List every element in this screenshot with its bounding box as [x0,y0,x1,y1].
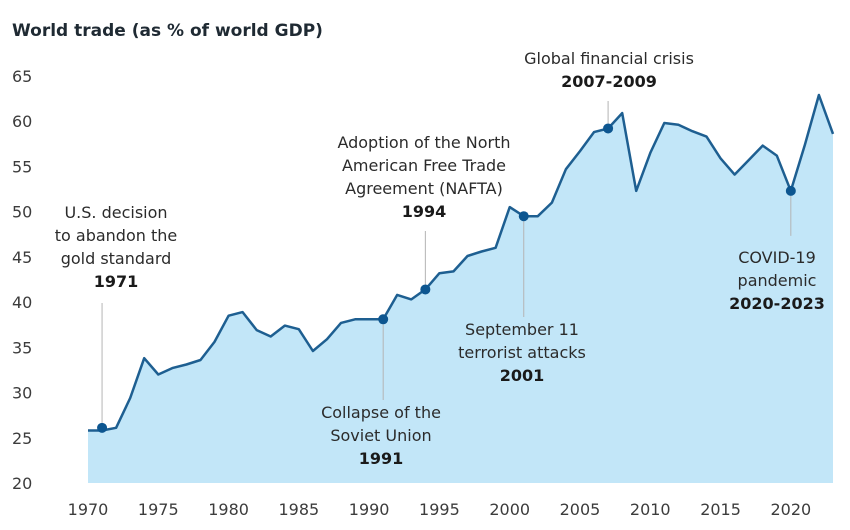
annotation-year: 2020-2023 [729,294,825,313]
annotation-text: Soviet Union [330,426,431,445]
y-tick-label: 35 [12,338,32,357]
annotation-text: to abandon the [55,226,177,245]
annotation-year: 1971 [94,272,139,291]
x-tick-label: 1995 [419,500,460,519]
x-tick-label: 1990 [349,500,390,519]
annotation-text: September 11 [465,320,579,339]
area-fill [88,95,833,483]
event-marker [785,185,796,196]
annotation-1971: U.S. decision to abandon the gold standard… [55,203,177,291]
x-tick-label: 2000 [489,500,530,519]
annotation-text: terrorist attacks [458,343,586,362]
y-tick-label: 50 [12,203,32,222]
event-marker [378,314,389,325]
x-tick-label: 2010 [630,500,671,519]
x-tick-label: 1980 [208,500,249,519]
y-tick-label: 55 [12,157,32,176]
x-tick-label: 2005 [560,500,601,519]
series-line [88,93,835,432]
annotation-leaders [101,101,792,423]
annotation-1991: Collapse of the Soviet Union 1991 [321,403,441,468]
annotation-year: 1994 [402,202,447,221]
y-tick-label: 40 [12,293,32,312]
y-tick-label: 20 [12,474,32,493]
annotation-2007-2009: Global financial crisis 2007-2009 [524,49,694,91]
annotation-text: gold standard [61,249,172,268]
annotation-2020-2023: COVID-19 pandemic 2020-2023 [729,248,825,313]
annotation-text: COVID-19 [738,248,816,267]
y-tick-label: 25 [12,429,32,448]
annotation-1994: Adoption of the North American Free Trade… [337,133,510,221]
annotation-year: 2007-2009 [561,72,657,91]
y-tick-label: 65 [12,67,32,86]
y-axis: 20 25 30 35 40 45 50 55 60 65 [12,67,32,493]
x-tick-label: 1985 [278,500,319,519]
x-tick-label: 2020 [770,500,811,519]
annotation-year: 2001 [500,366,545,385]
annotations: U.S. decision to abandon the gold standard… [55,49,825,468]
annotation-text: pandemic [738,271,817,290]
annotation-text: Adoption of the North [337,133,510,152]
annotation-2001: September 11 terrorist attacks 2001 [458,320,586,385]
y-tick-label: 60 [12,112,32,131]
chart-title: World trade (as % of world GDP) [12,21,323,41]
annotation-text: Global financial crisis [524,49,694,68]
annotation-year: 1991 [359,449,404,468]
x-tick-label: 2015 [700,500,741,519]
x-tick-label: 1970 [68,500,109,519]
event-marker [97,422,108,433]
annotation-text: American Free Trade [342,156,506,175]
x-tick-label: 1975 [138,500,179,519]
x-axis: 1970 1975 1980 1985 1990 1995 2000 2005 2010 2015… [68,500,812,519]
event-marker [420,284,431,295]
y-tick-label: 30 [12,384,32,403]
event-marker [518,211,529,222]
annotation-text: Agreement (NAFTA) [345,179,503,198]
annotation-text: U.S. decision [64,203,167,222]
annotation-text: Collapse of the [321,403,441,422]
event-markers [97,123,796,433]
event-marker [603,123,614,134]
y-tick-label: 45 [12,248,32,267]
